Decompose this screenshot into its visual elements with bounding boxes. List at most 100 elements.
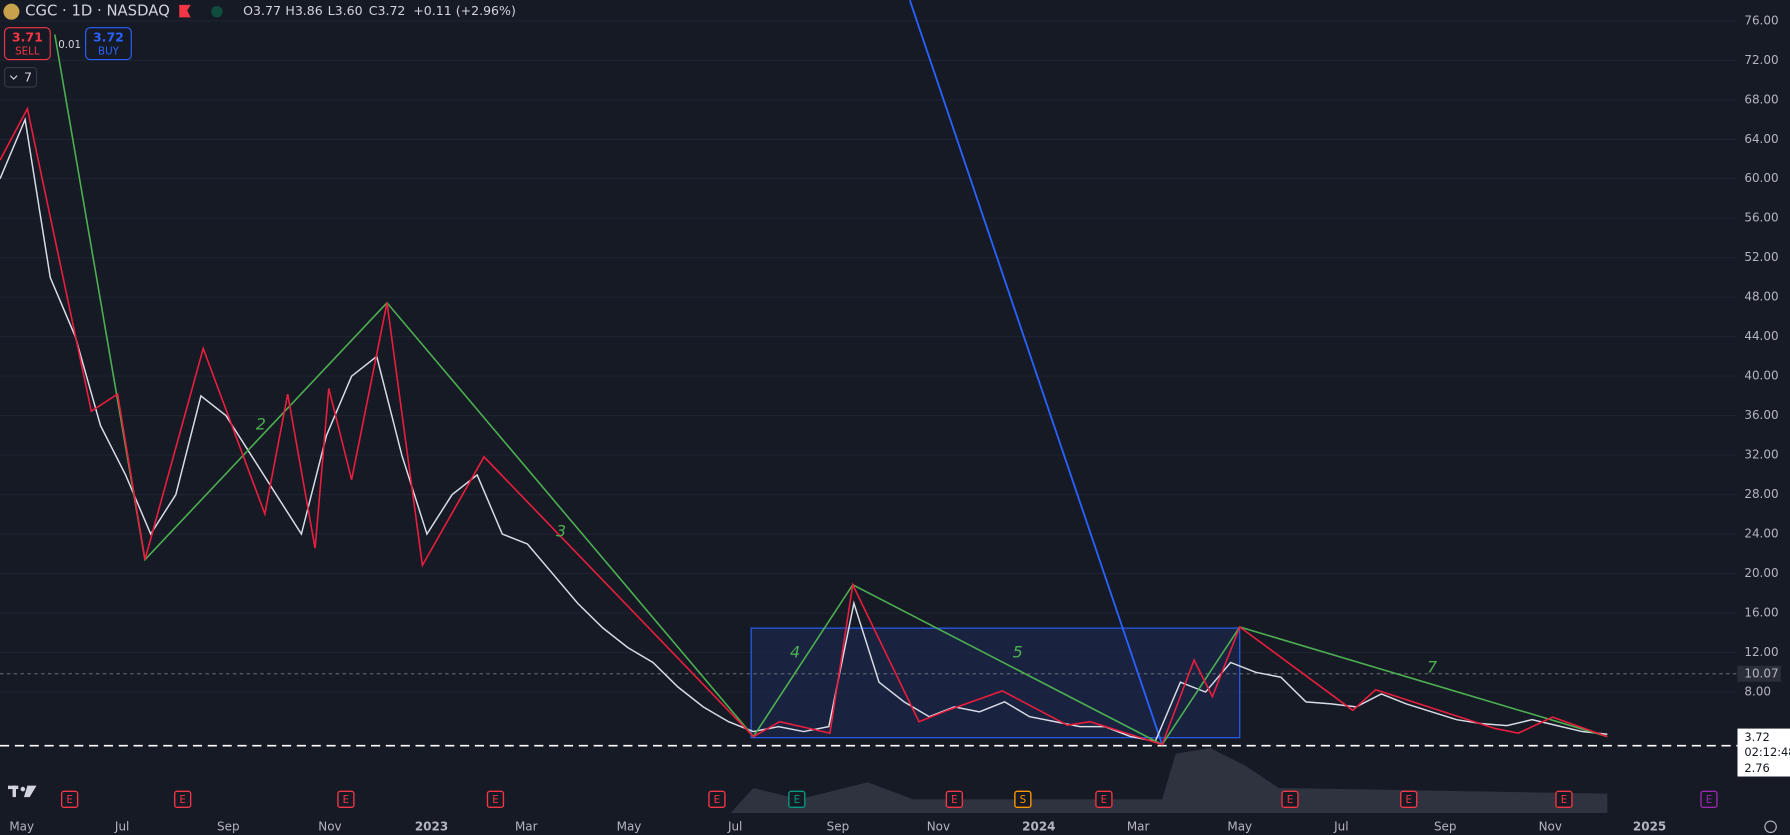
buy-price: 3.72 xyxy=(93,29,124,44)
change: +0.11 (+2.96%) xyxy=(413,3,516,18)
ohlc-low: L3.60 xyxy=(328,3,363,18)
price-tick-label: 44.00 xyxy=(1744,329,1778,343)
event-letter: E xyxy=(492,794,498,806)
event-letter: E xyxy=(1101,794,1108,806)
time-label: 2025 xyxy=(1633,819,1666,833)
event-letter: E xyxy=(1706,794,1713,806)
wave-label: 3 xyxy=(556,522,566,541)
indicator-count: 7 xyxy=(24,69,32,84)
price-ticks: 76.00 72.00 68.00 64.00 60.00 56.00 52.00 48.00… xyxy=(1744,13,1778,698)
range-box xyxy=(750,627,1241,739)
event-letter: E xyxy=(66,794,73,806)
event-marker xyxy=(945,790,964,809)
time-label: May xyxy=(9,819,34,833)
sell-button[interactable] xyxy=(3,27,51,61)
wave-label: 5 xyxy=(1013,643,1023,662)
event-marker xyxy=(1400,790,1418,809)
event-marker xyxy=(1014,790,1032,809)
time-label: 2024 xyxy=(1022,819,1055,833)
event-letter: E xyxy=(1561,794,1568,806)
event-letter: E xyxy=(343,794,350,806)
price-tick-label: 40.00 xyxy=(1744,369,1778,383)
price-tick-label: 56.00 xyxy=(1744,211,1778,225)
spread: 0.01 xyxy=(58,39,81,51)
low-price: 2.76 xyxy=(1744,761,1769,775)
symbol-icon xyxy=(3,3,20,20)
indicator-toggle[interactable] xyxy=(3,67,38,88)
event-letter: E xyxy=(1287,794,1293,806)
status xyxy=(211,5,223,18)
price-tick-label: 48.00 xyxy=(1744,290,1778,304)
price-tick-label: 36.00 xyxy=(1744,408,1778,422)
level-price: 10.07 xyxy=(1744,666,1778,680)
event-marker xyxy=(1700,790,1718,809)
price-line xyxy=(0,116,1608,743)
trend-line xyxy=(908,0,1163,745)
settings-icon[interactable] xyxy=(1764,820,1777,834)
chevron xyxy=(9,75,18,80)
last-price: 3.72 xyxy=(1744,730,1769,744)
time-label: Jul xyxy=(114,819,129,833)
event-marker xyxy=(60,790,79,809)
time-label: Nov xyxy=(318,819,341,833)
level-tag xyxy=(1737,665,1781,682)
sell-price: 3.71 xyxy=(12,29,43,44)
zigzag-major xyxy=(54,34,1608,746)
event-letter: E xyxy=(951,794,958,806)
time-label: 2023 xyxy=(415,819,448,833)
buy-label: BUY xyxy=(98,46,120,58)
ohlc-close: C3.72 xyxy=(369,3,406,18)
price-tick-label: 32.00 xyxy=(1744,448,1778,462)
countdown: 02:12:48 xyxy=(1744,745,1790,759)
grid xyxy=(0,20,1738,693)
zigzag-minor xyxy=(0,106,1608,746)
event-marker xyxy=(337,790,355,809)
time-label: Sep xyxy=(217,819,240,833)
volume-area xyxy=(0,747,1608,814)
price-tick-label: 16.00 xyxy=(1744,606,1778,620)
event-letter: S xyxy=(1020,794,1027,806)
event-letter: E xyxy=(794,794,801,806)
time-axis: May Jul Sep Nov 2023 Mar May Jul Sep Nov 2024 Mar Ma… xyxy=(9,819,1666,833)
price-tick-label: 60.00 xyxy=(1744,171,1778,185)
price-tick-label: 24.00 xyxy=(1744,527,1778,541)
time-label: Nov xyxy=(927,819,950,833)
time-label: Sep xyxy=(827,819,850,833)
price-tick-label: 64.00 xyxy=(1744,132,1778,146)
price-tick-label: 8.00 xyxy=(1744,685,1771,699)
event-letter: E xyxy=(1405,794,1411,806)
event-marker xyxy=(788,790,806,809)
time-label: Nov xyxy=(1539,819,1562,833)
price-tick-label: 52.00 xyxy=(1744,250,1778,264)
time-label: Sep xyxy=(1434,819,1457,833)
last-tag xyxy=(1737,728,1790,777)
price-tick-label: 28.00 xyxy=(1744,487,1778,501)
buy-button[interactable] xyxy=(85,27,132,61)
event-letter: E xyxy=(179,794,186,806)
event-marker xyxy=(708,790,726,809)
event-marker xyxy=(486,790,505,809)
wave-label: 7 xyxy=(1427,658,1438,677)
time-label: Jul xyxy=(727,819,742,833)
price-tick-label: 76.00 xyxy=(1744,13,1778,27)
event-letter: E xyxy=(714,794,721,806)
event-marker xyxy=(1095,790,1113,809)
time-label: Jul xyxy=(1333,819,1348,833)
time-label: Mar xyxy=(515,819,538,833)
logo xyxy=(7,785,37,798)
price-tick-label: 68.00 xyxy=(1744,92,1778,106)
wave-label: 2 xyxy=(256,414,266,433)
flag[interactable] xyxy=(179,4,191,18)
price-tick-label: 12.00 xyxy=(1744,645,1778,659)
price-tick-label: 20.00 xyxy=(1744,566,1778,580)
event-marker xyxy=(1555,790,1573,809)
symbol[interactable]: CGC · 1D · NASDAQ xyxy=(25,3,170,20)
price-series xyxy=(0,116,1608,743)
event-marker xyxy=(173,790,192,809)
price-axis xyxy=(1737,0,1790,835)
ohlc-high: H3.86 xyxy=(285,3,322,18)
wave-label: 4 xyxy=(790,643,800,662)
